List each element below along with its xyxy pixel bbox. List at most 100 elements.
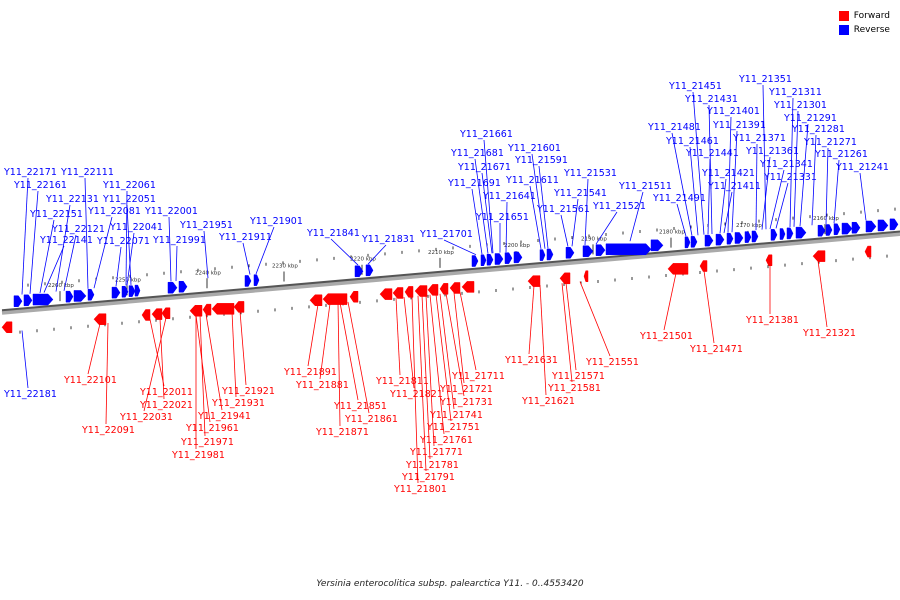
gene-label: Y11_21971 <box>180 437 234 448</box>
gene-label: Y11_21901 <box>249 216 303 227</box>
forward-gene-arrow <box>889 218 899 231</box>
reverse-gene-arrow <box>461 281 475 293</box>
backbone-line <box>1 230 900 312</box>
forward-gene-arrow <box>684 236 691 249</box>
forward-gene-arrow <box>833 223 841 236</box>
leader-line <box>319 303 331 380</box>
gene-label: Y11_21631 <box>504 355 558 366</box>
gene-label: Y11_21591 <box>514 155 568 166</box>
gene-label: Y11_21941 <box>197 411 251 422</box>
gene-label: Y11_21451 <box>668 81 722 92</box>
gene-label: Y11_21401 <box>706 106 760 117</box>
gene-label: Y11_21471 <box>689 344 743 355</box>
gene-label: Y11_21241 <box>835 162 889 173</box>
forward-gene-arrow <box>128 285 136 297</box>
scale-tick-label: 2200 kbp <box>504 243 530 249</box>
forward-gene-arrow <box>111 286 121 299</box>
gene-label: Y11_21791 <box>401 472 455 483</box>
gene-label: Y11_21721 <box>439 384 493 395</box>
gene-label: Y11_21741 <box>429 410 483 421</box>
legend: Forward Reverse <box>838 9 890 37</box>
gene-label: Y11_21571 <box>551 371 605 382</box>
gene-label: Y11_21581 <box>547 383 601 394</box>
forward-gene-arrow <box>504 252 513 264</box>
leader-line <box>195 315 211 423</box>
gene-label: Y11_22071 <box>96 236 150 247</box>
leader-line <box>775 182 789 229</box>
leader-line <box>239 311 247 386</box>
leader-line <box>538 165 549 249</box>
gene-label: Y11_21311 <box>768 87 822 98</box>
leader-line <box>63 234 77 291</box>
gene-label: Y11_21281 <box>791 124 845 135</box>
leader-line <box>584 178 589 246</box>
gene-label: Y11_21341 <box>759 159 813 170</box>
reverse-gene-arrow <box>559 272 571 285</box>
forward-gene-arrow <box>865 220 877 233</box>
gene-label: Y11_21831 <box>361 234 415 245</box>
reverse-gene-arrow <box>93 313 107 325</box>
leader-line <box>403 296 415 389</box>
leader-line <box>421 295 431 460</box>
leader-line <box>833 159 840 224</box>
forward-gene-arrow <box>786 227 794 240</box>
leader-line <box>203 230 209 279</box>
leader-line <box>429 294 445 435</box>
leader-line <box>708 104 713 235</box>
forward-gene-arrow <box>354 265 364 278</box>
leader-line <box>761 156 771 230</box>
gene-label: Y11_21261 <box>814 149 868 160</box>
gene-label: Y11_21291 <box>783 113 837 124</box>
gene-label: Y11_21771 <box>409 447 463 458</box>
reverse-gene-arrow <box>439 283 449 295</box>
gene-label: Y11_21421 <box>701 168 755 179</box>
gene-label: Y11_21891 <box>283 367 337 378</box>
leader-line <box>175 245 178 282</box>
reverse-gene-arrow <box>427 284 439 296</box>
scale-tick-label: 2260 kbp <box>48 283 74 289</box>
reverse-gene-arrow <box>812 250 826 262</box>
gene-label: Y11_21481 <box>647 122 701 133</box>
gene-label: Y11_22171 <box>3 167 57 178</box>
gene-label: Y11_22111 <box>60 167 114 178</box>
leader-line <box>84 177 89 289</box>
gene-label: Y11_21951 <box>179 220 233 231</box>
reverse-gene-arrow <box>414 285 428 297</box>
gene-label: Y11_22041 <box>109 222 163 233</box>
gene-label: Y11_22051 <box>102 194 156 205</box>
leader-line <box>505 201 508 253</box>
gene-label: Y11_21361 <box>745 146 799 157</box>
forward-gene-arrow <box>365 264 374 277</box>
reverse-gene-arrow <box>202 303 212 316</box>
gene-label: Y11_21461 <box>665 136 719 147</box>
leader-line <box>671 132 693 236</box>
legend-reverse: Reverse <box>838 23 890 37</box>
reverse-gene-arrow <box>392 287 404 299</box>
reverse-gene-arrow <box>667 263 689 275</box>
leader-line <box>307 304 319 367</box>
gene-label: Y11_22141 <box>39 235 93 246</box>
forward-gene-arrow <box>744 231 752 243</box>
gene-label: Y11_22011 <box>139 387 193 398</box>
leader-line <box>143 317 167 412</box>
gene-label: Y11_21681 <box>450 148 504 159</box>
forward-gene-arrow <box>494 253 504 265</box>
gene-label: Y11_21641 <box>482 191 536 202</box>
forward-gene-arrow <box>73 290 87 302</box>
leader-line <box>93 216 113 289</box>
leader-line <box>39 219 55 294</box>
scale-tick-label: 2250 kbp <box>115 277 141 283</box>
reverse-gene-arrow <box>765 254 773 267</box>
gene-label: Y11_21981 <box>171 450 225 461</box>
leader-line <box>29 190 39 294</box>
scale-tick-label: 2240 kbp <box>195 270 221 276</box>
reverse-swatch <box>838 25 849 35</box>
forward-gene-arrow <box>704 234 714 247</box>
forward-gene-arrow <box>565 247 575 259</box>
leader-line <box>474 158 489 254</box>
gene-label: Y11_21601 <box>507 143 561 154</box>
scale-tick-label: 2190 kbp <box>581 236 607 242</box>
forward-gene-arrow <box>715 233 725 246</box>
gene-label: Y11_21541 <box>553 188 607 199</box>
leader-line <box>168 216 172 282</box>
